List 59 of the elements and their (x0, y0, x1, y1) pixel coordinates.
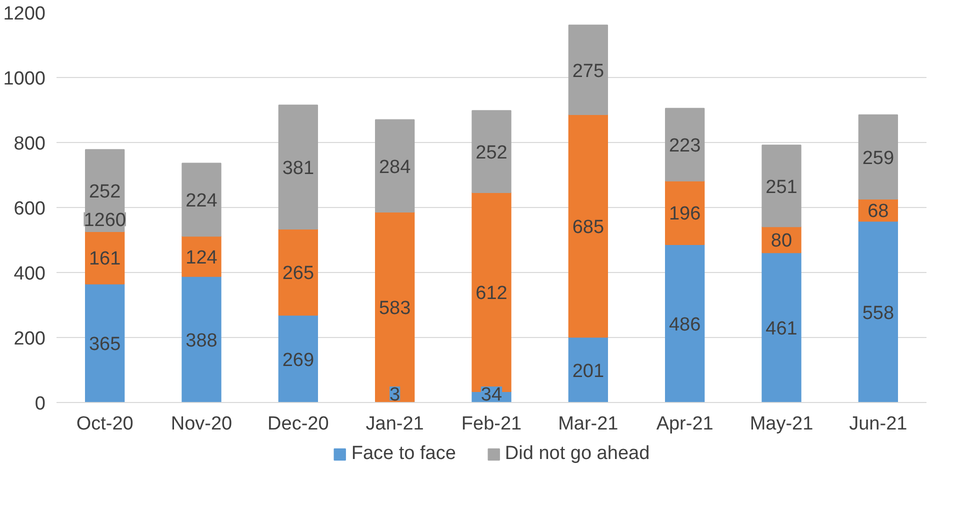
bar (375, 119, 415, 213)
annotation: 1260 (84, 210, 126, 232)
bar (858, 220, 898, 402)
data-label: 486 (668, 314, 701, 336)
bar (568, 114, 608, 338)
y-tick-label: 1200 (3, 4, 46, 24)
data-label: 259 (862, 148, 894, 169)
bar (762, 252, 802, 402)
data-label: 252 (88, 182, 121, 203)
bar (85, 283, 125, 402)
x-tick-label: Jan-21 (366, 414, 424, 434)
data-label: 381 (282, 158, 314, 180)
data-label: 685 (572, 216, 604, 238)
x-tick-label: Oct-20 (76, 414, 134, 434)
y-tick-label: 800 (14, 134, 46, 154)
bar (182, 276, 222, 402)
data-label: 124 (186, 247, 218, 268)
data-label: 3 (390, 384, 400, 406)
bar (375, 212, 415, 402)
bar (665, 244, 705, 402)
x-tick-label: Feb-21 (461, 414, 522, 434)
data-label: 224 (186, 190, 218, 212)
data-label: 265 (282, 263, 314, 284)
y-tick-label: 0 (34, 394, 46, 414)
data-label: 34 (480, 384, 502, 406)
y-tick-label: 200 (14, 328, 46, 350)
bar (568, 24, 608, 116)
data-label: 269 (282, 350, 314, 371)
bar (858, 114, 898, 200)
data-label: 196 (668, 204, 701, 225)
data-label: 461 (766, 318, 798, 340)
data-label: 558 (862, 302, 894, 324)
x-tick-label: Nov-20 (170, 414, 232, 434)
data-label: 275 (572, 60, 604, 82)
bar (472, 110, 512, 194)
legend-label: Face to face (351, 443, 456, 465)
y-tick-label: 1000 (3, 68, 46, 90)
data-label: 80 (770, 230, 792, 252)
data-label: 612 (476, 283, 508, 304)
data-label: 251 (766, 176, 798, 198)
x-tick-label: Jun-21 (849, 414, 908, 434)
data-label: 252 (476, 142, 508, 164)
x-tick-label: May-21 (750, 414, 814, 434)
data-label: 68 (868, 201, 889, 222)
data-label: 201 (572, 360, 604, 382)
y-tick-label: 600 (14, 198, 46, 220)
bar (278, 104, 318, 230)
data-label: 388 (186, 330, 218, 352)
data-label: 161 (88, 248, 121, 270)
data-label: 223 (668, 136, 701, 157)
data-label: 365 (88, 334, 121, 356)
x-tick-label: Apr-21 (656, 414, 714, 434)
data-label: 284 (378, 156, 412, 178)
x-tick-label: Mar-21 (558, 414, 618, 434)
y-tick-label: 400 (14, 264, 46, 284)
x-tick-label: Dec-20 (268, 414, 329, 434)
bar (762, 144, 802, 228)
data-label: 583 (378, 298, 411, 319)
legend-label: Did not go ahead (504, 443, 650, 465)
